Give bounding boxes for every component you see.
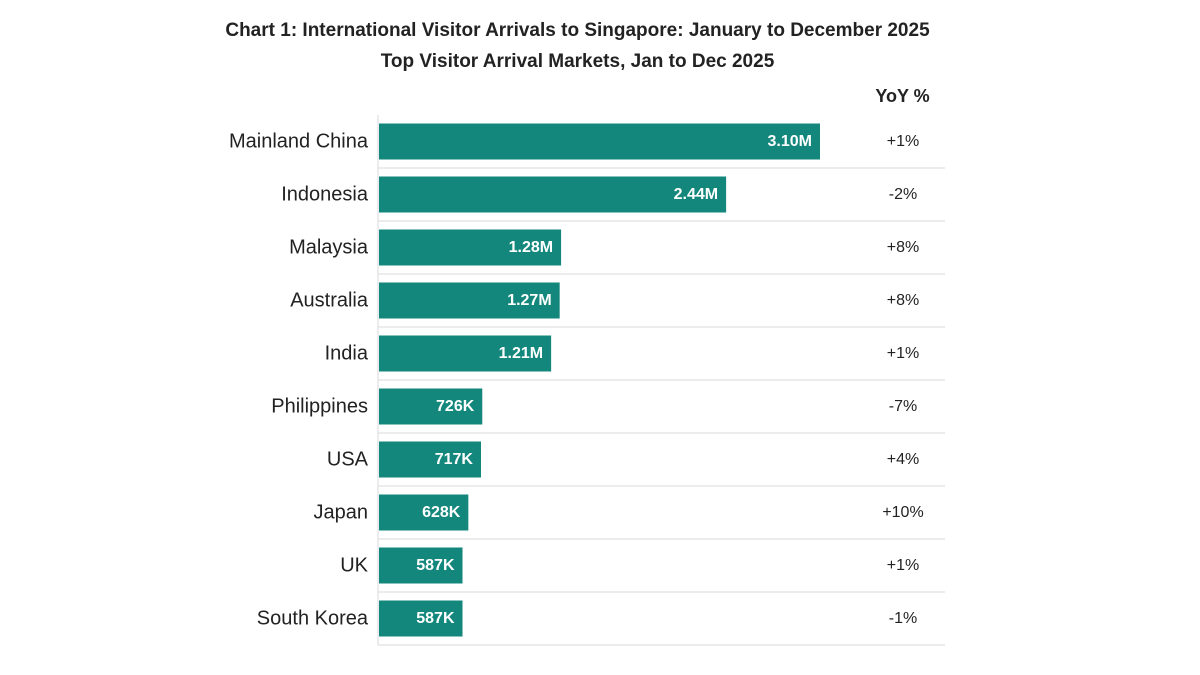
category-label: Mainland China <box>229 131 369 153</box>
bar <box>379 123 820 160</box>
bar-value-label: 726K <box>436 398 475 415</box>
bar-value-label: 1.28M <box>509 239 553 256</box>
bar-value-label: 2.44M <box>674 186 718 203</box>
chart-subtitle: Top Visitor Arrival Markets, Jan to Dec … <box>380 51 775 72</box>
yoy-value: -7% <box>889 398 917 415</box>
yoy-column-header: YoY % <box>875 86 930 106</box>
category-label: Indonesia <box>281 184 369 206</box>
bar-value-label: 717K <box>435 451 474 468</box>
yoy-value: +8% <box>887 292 919 309</box>
category-label: USA <box>327 449 369 471</box>
bar <box>379 335 552 372</box>
bar-value-label: 1.27M <box>507 292 551 309</box>
bar <box>379 229 562 266</box>
yoy-value: +10% <box>882 504 923 521</box>
bar-value-label: 587K <box>416 557 455 574</box>
chart-title: Chart 1: International Visitor Arrivals … <box>225 20 930 41</box>
category-label: UK <box>340 555 368 577</box>
yoy-value: +4% <box>887 451 919 468</box>
bar-value-label: 1.21M <box>499 345 543 362</box>
yoy-value: -1% <box>889 610 917 627</box>
bar <box>379 176 727 213</box>
category-label: South Korea <box>257 608 369 630</box>
category-label: Philippines <box>271 396 368 418</box>
bar <box>379 388 483 425</box>
category-label: Australia <box>290 290 369 312</box>
bar <box>379 282 560 319</box>
bar <box>379 547 463 584</box>
yoy-value: +1% <box>887 557 919 574</box>
category-label: Japan <box>314 502 369 524</box>
category-label: India <box>325 343 369 365</box>
yoy-value: +8% <box>887 239 919 256</box>
bar-value-label: 587K <box>416 610 455 627</box>
yoy-value: -2% <box>889 186 917 203</box>
bar <box>379 600 463 637</box>
yoy-value: +1% <box>887 345 919 362</box>
bar <box>379 441 481 478</box>
bar <box>379 494 469 531</box>
yoy-value: +1% <box>887 133 919 150</box>
bar-value-label: 628K <box>422 504 461 521</box>
category-label: Malaysia <box>289 237 369 259</box>
bar-value-label: 3.10M <box>768 133 812 150</box>
